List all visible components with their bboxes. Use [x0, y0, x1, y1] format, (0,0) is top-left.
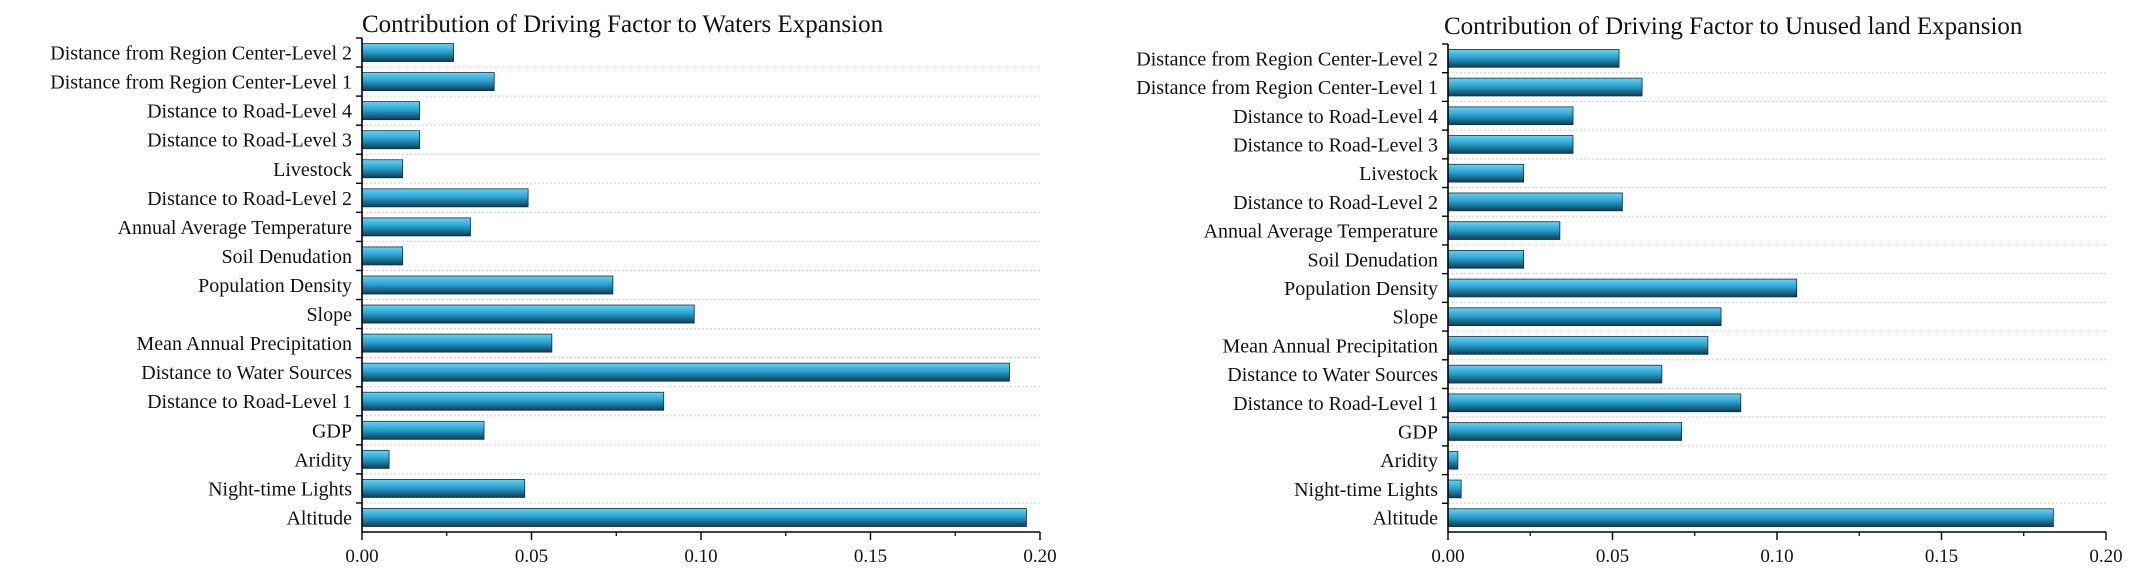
category-label: Distance to Road-Level 1	[1233, 393, 1438, 415]
category-label: Mean Annual Precipitation	[1222, 335, 1438, 357]
x-tick-label: 0.15	[854, 546, 887, 567]
bar	[1447, 479, 1462, 499]
bar	[361, 217, 471, 237]
category-label: Altitude	[1372, 508, 1438, 530]
bar	[361, 478, 526, 498]
category-label: GDP	[312, 420, 352, 442]
bar	[1447, 163, 1525, 183]
chart-title: Contribution of Driving Factor to Waters…	[362, 11, 884, 38]
bar	[361, 508, 1027, 527]
bar	[361, 420, 485, 440]
x-tick-label: 0.10	[1760, 546, 1793, 567]
category-label: Distance to Road-Level 3	[1233, 134, 1438, 156]
bar	[1447, 135, 1574, 154]
bar	[361, 275, 614, 295]
bar	[361, 101, 421, 121]
x-tick-label: 0.10	[684, 546, 717, 567]
bar	[361, 391, 665, 411]
bar	[1447, 249, 1525, 269]
category-label: Distance to Water Sources	[141, 362, 352, 384]
bar	[361, 246, 404, 266]
bar	[361, 188, 529, 208]
category-label: Annual Average Temperature	[118, 217, 353, 239]
bar	[1447, 336, 1709, 355]
x-tick-label: 0.00	[345, 546, 378, 567]
category-label: Aridity	[1380, 450, 1438, 472]
category-label: Distance to Road-Level 2	[1233, 192, 1438, 214]
category-label: Population Density	[198, 275, 352, 297]
bar	[361, 159, 404, 179]
category-label: Livestock	[1359, 163, 1438, 185]
x-tick-label: 0.15	[1925, 546, 1958, 567]
bar	[1447, 393, 1742, 413]
category-label: Distance to Road-Level 4	[147, 101, 352, 123]
category-label: Distance to Road-Level 1	[147, 391, 352, 413]
x-tick-label: 0.20	[1023, 546, 1056, 567]
x-tick-label: 0.05	[1596, 546, 1629, 567]
bar	[1447, 49, 1620, 68]
category-label: Distance from Region Center-Level 1	[1136, 77, 1438, 99]
bar	[1447, 364, 1663, 384]
bar	[1447, 508, 2054, 527]
bar	[1447, 192, 1623, 212]
bar	[361, 333, 553, 353]
bar	[1447, 422, 1682, 441]
bar	[1447, 77, 1643, 97]
category-label: Livestock	[273, 159, 352, 181]
bar	[1447, 278, 1798, 298]
category-label: Distance to Road-Level 4	[1233, 106, 1438, 128]
category-label: Distance from Region Center-Level 2	[50, 43, 352, 65]
bar	[1447, 450, 1459, 470]
x-tick-label: 0.00	[1431, 546, 1464, 567]
category-label: Mean Annual Precipitation	[136, 333, 352, 355]
category-label: Distance from Region Center-Level 2	[1136, 48, 1438, 70]
bar	[1447, 221, 1561, 240]
category-label: Distance from Region Center-Level 1	[50, 72, 352, 94]
category-label: Slope	[306, 304, 352, 326]
chart-title: Contribution of Driving Factor to Unused…	[1444, 13, 2023, 40]
category-label: Aridity	[294, 449, 352, 471]
category-label: Night-time Lights	[208, 478, 352, 500]
category-label: Altitude	[286, 507, 352, 529]
bar	[361, 304, 695, 324]
category-label: Night-time Lights	[1294, 479, 1438, 501]
category-label: Soil Denudation	[1307, 249, 1438, 271]
bar	[361, 449, 390, 469]
x-tick-label: 0.05	[515, 546, 548, 567]
category-label: Soil Denudation	[221, 246, 352, 268]
bar	[361, 72, 495, 92]
waters-expansion-chart: Contribution of Driving Factor to Waters…	[50, 11, 1056, 567]
bar	[361, 362, 1010, 382]
bar	[361, 43, 454, 62]
bar	[1447, 106, 1574, 126]
unused-land-expansion-chart: Contribution of Driving Factor to Unused…	[1136, 13, 2122, 567]
x-tick-label: 0.20	[2089, 546, 2122, 567]
category-label: Distance to Water Sources	[1227, 364, 1438, 386]
bar	[1447, 307, 1722, 327]
category-label: Population Density	[1284, 278, 1438, 300]
category-label: Slope	[1392, 307, 1438, 329]
category-label: GDP	[1398, 422, 1438, 444]
category-label: Annual Average Temperature	[1204, 221, 1439, 243]
bar	[361, 130, 421, 150]
category-label: Distance to Road-Level 2	[147, 188, 352, 210]
category-label: Distance to Road-Level 3	[147, 130, 352, 152]
